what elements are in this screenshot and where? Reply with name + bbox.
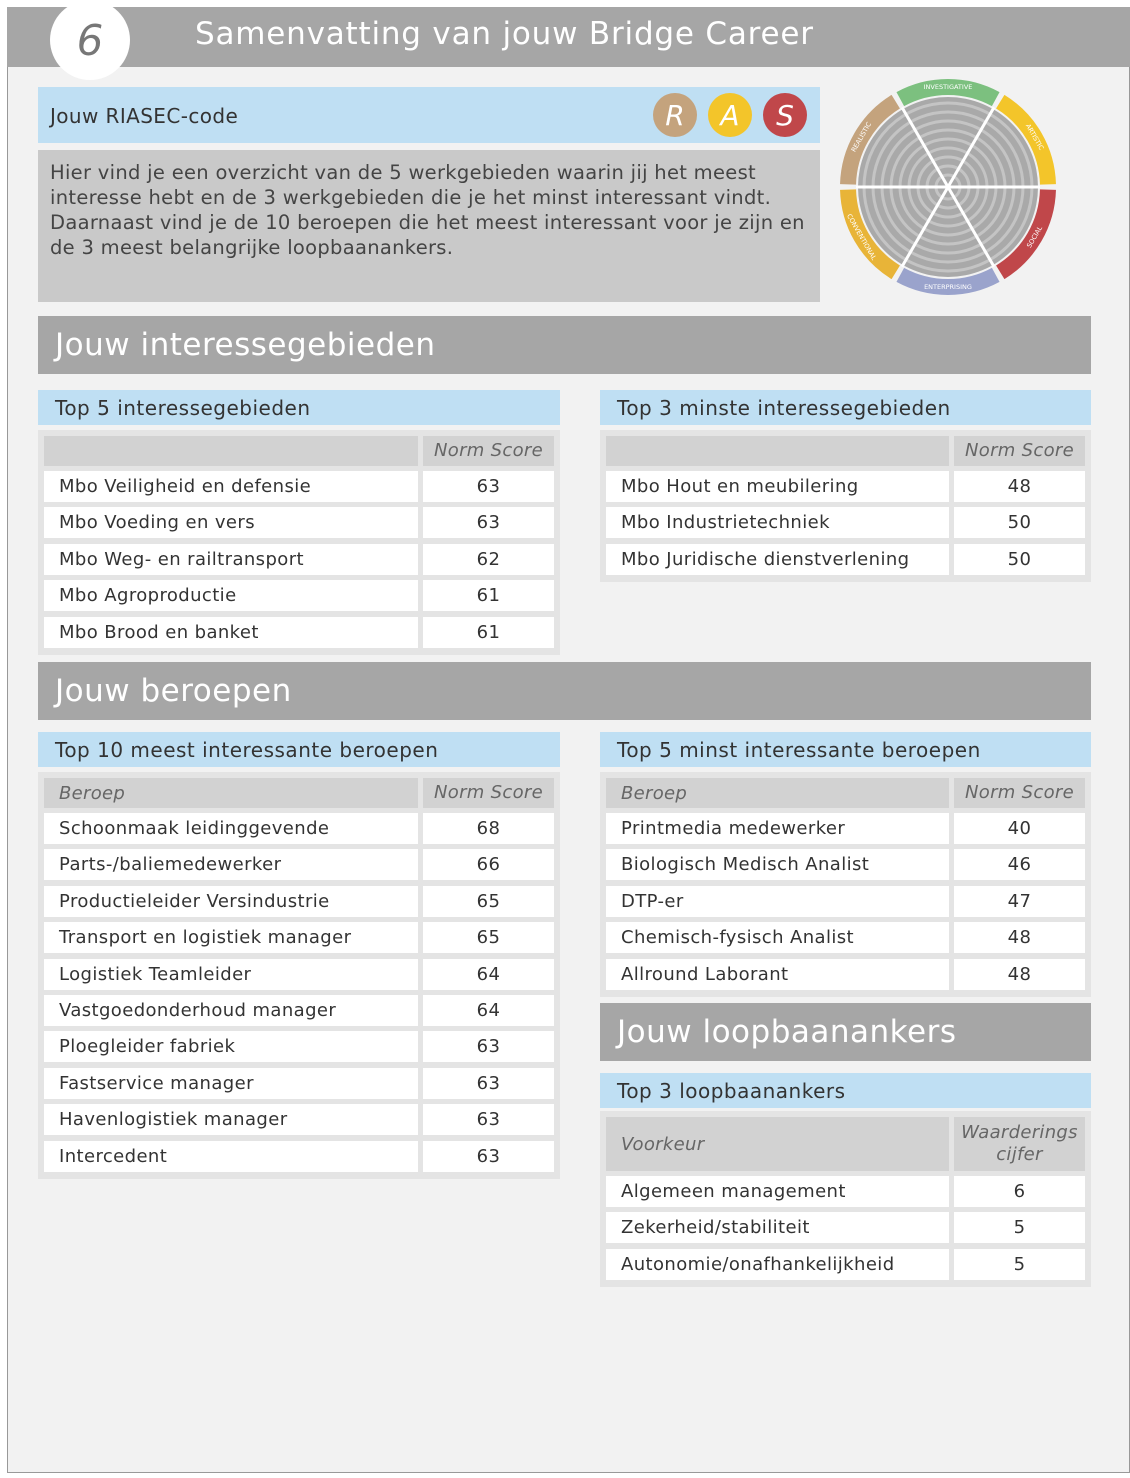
row-score-cell: 5 — [954, 1212, 1085, 1244]
header-number-circle: 6 — [50, 0, 130, 80]
row-name-cell: Schoonmaak leidinggevende — [44, 813, 418, 844]
wheel-segment — [840, 189, 901, 280]
wheel-label: ENTERPRISING — [924, 283, 972, 291]
row-name-cell: Intercedent — [44, 1140, 418, 1172]
riasec-wheel: INVESTIGATIVEARTISTICSOCIALENTERPRISINGC… — [840, 79, 1056, 295]
row-name-cell: Mbo Voeding en vers — [44, 507, 418, 539]
row-name-cell: DTP-er — [606, 885, 949, 917]
table-title: Top 5 minst interessante beroepen — [600, 732, 1091, 767]
section-header: Jouw beroepen — [38, 662, 1091, 720]
row-name-cell: Biologisch Medisch Analist — [606, 849, 949, 881]
header-title: Samenvatting van jouw Bridge Career — [195, 16, 814, 52]
row-name-cell: Mbo Juridische dienstverlening — [606, 543, 949, 575]
row-score-cell: 66 — [423, 849, 554, 881]
riasec-letter: R — [653, 93, 697, 137]
table-title: Top 5 interessegebieden — [38, 390, 560, 425]
riasec-description: Hier vind je een overzicht van de 5 werk… — [38, 150, 820, 302]
row-score-cell: 48 — [954, 922, 1085, 954]
row-name-cell: Logistiek Teamleider — [44, 958, 418, 990]
row-score-cell: 63 — [423, 507, 554, 539]
row-name-cell: Mbo Brood en banket — [44, 616, 418, 648]
row-score-cell: 61 — [423, 616, 554, 648]
section-header: Jouw interessegebieden — [38, 316, 1091, 374]
row-score-cell: 63 — [423, 1031, 554, 1063]
row-score-cell: 48 — [954, 958, 1085, 990]
row-name-cell: Chemisch-fysisch Analist — [606, 922, 949, 954]
row-name-cell: Fastservice manager — [44, 1067, 418, 1099]
riasec-letter: A — [708, 93, 752, 137]
wheel-segment — [995, 94, 1056, 185]
row-score-cell: 48 — [954, 471, 1085, 502]
header-name-cell — [606, 436, 949, 466]
wheel-segment — [896, 79, 1000, 107]
table-title: Top 10 meest interessante beroepen — [38, 732, 560, 767]
header-name-cell: Beroep — [44, 778, 418, 808]
header-name-cell — [44, 436, 418, 466]
header-bar — [7, 7, 1130, 67]
row-name-cell: Mbo Industrietechniek — [606, 507, 949, 539]
row-score-cell: 63 — [423, 1104, 554, 1136]
row-name-cell: Havenlogistiek manager — [44, 1104, 418, 1136]
row-score-cell: 64 — [423, 958, 554, 990]
row-name-cell: Parts-/baliemedewerker — [44, 849, 418, 881]
row-name-cell: Ploegleider fabriek — [44, 1031, 418, 1063]
row-name-cell: Mbo Weg- en railtransport — [44, 543, 418, 575]
row-score-cell: 5 — [954, 1248, 1085, 1280]
row-score-cell: 63 — [423, 1067, 554, 1099]
header-score-cell: Norm Score — [423, 436, 554, 466]
row-name-cell: Mbo Agroproductie — [44, 580, 418, 612]
row-score-cell: 63 — [423, 471, 554, 502]
row-name-cell: Productieleider Versindustrie — [44, 885, 418, 917]
riasec-letter: S — [763, 93, 807, 137]
header-score-cell: Norm Score — [954, 778, 1085, 808]
row-score-cell: 50 — [954, 507, 1085, 539]
section-header: Jouw loopbaanankers — [600, 1003, 1091, 1061]
row-name-cell: Mbo Veiligheid en defensie — [44, 471, 418, 502]
row-score-cell: 68 — [423, 813, 554, 844]
row-name-cell: Autonomie/onafhankelijkheid — [606, 1248, 949, 1280]
row-name-cell: Printmedia medewerker — [606, 813, 949, 844]
row-score-cell: 50 — [954, 543, 1085, 575]
row-score-cell: 40 — [954, 813, 1085, 844]
row-name-cell: Transport en logistiek manager — [44, 922, 418, 954]
header-score-cell: Norm Score — [954, 436, 1085, 466]
header-name-cell: Beroep — [606, 778, 949, 808]
header-score-cell: Waarderings cijfer — [954, 1117, 1085, 1171]
row-name-cell: Algemeen management — [606, 1176, 949, 1207]
wheel-label: INVESTIGATIVE — [924, 83, 973, 91]
riasec-label: Jouw RIASEC-code — [50, 104, 239, 128]
row-name-cell: Zekerheid/stabiliteit — [606, 1212, 949, 1244]
row-name-cell: Mbo Hout en meubilering — [606, 471, 949, 502]
row-score-cell: 65 — [423, 885, 554, 917]
row-score-cell: 47 — [954, 885, 1085, 917]
header-name-cell: Voorkeur — [606, 1117, 949, 1171]
wheel-segment — [995, 189, 1056, 280]
row-score-cell: 61 — [423, 580, 554, 612]
header-score-cell: Norm Score — [423, 778, 554, 808]
row-score-cell: 63 — [423, 1140, 554, 1172]
row-name-cell: Vastgoedonderhoud manager — [44, 995, 418, 1026]
row-score-cell: 62 — [423, 543, 554, 575]
row-score-cell: 65 — [423, 922, 554, 954]
table-title: Top 3 loopbaanankers — [600, 1073, 1091, 1108]
table-title: Top 3 minste interessegebieden — [600, 390, 1091, 425]
wheel-segment — [840, 94, 901, 185]
row-score-cell: 6 — [954, 1176, 1085, 1207]
row-score-cell: 64 — [423, 995, 554, 1026]
wheel-spoke — [900, 106, 996, 268]
header-number: 6 — [76, 15, 104, 65]
wheel-segment — [896, 267, 1000, 295]
row-name-cell: Allround Laborant — [606, 958, 949, 990]
row-score-cell: 46 — [954, 849, 1085, 881]
